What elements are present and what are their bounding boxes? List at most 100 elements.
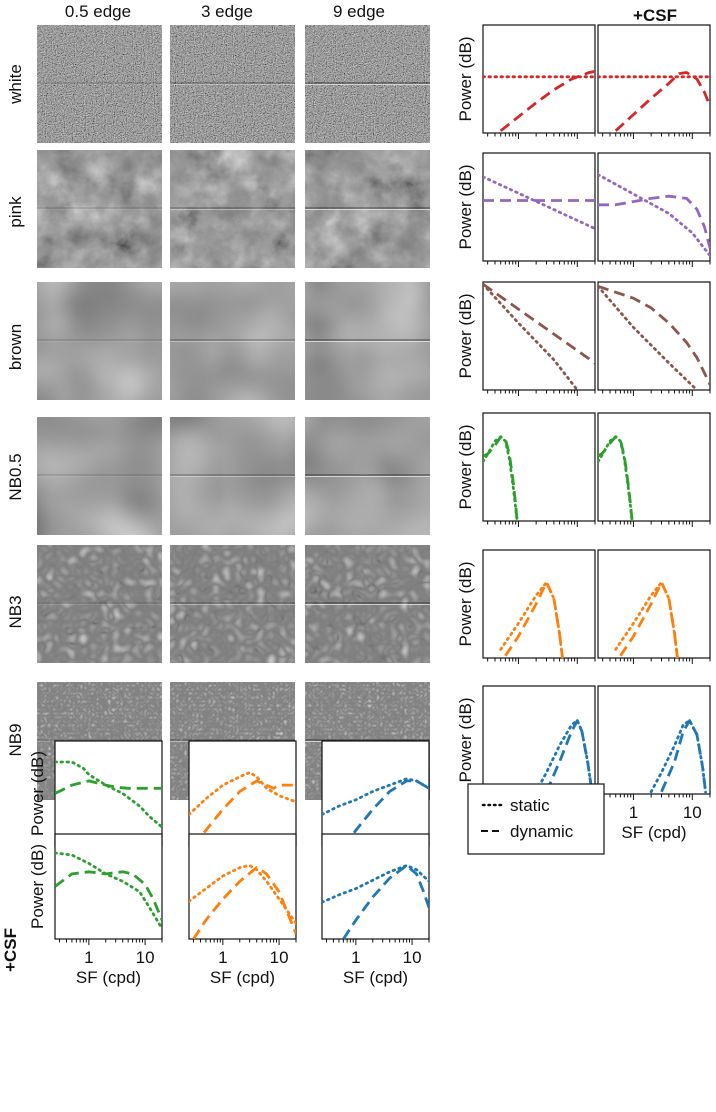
white-spectrum-csf-dynamic-line bbox=[614, 71, 710, 132]
nb9-spectrum-ylabel: Power (dB) bbox=[456, 697, 475, 782]
nb05-spectrum-ylabel: Power (dB) bbox=[456, 424, 475, 509]
nb9-spectrum-csf-xlabel: SF (cpd) bbox=[621, 823, 686, 842]
edge3-spectrum-csf-dynamic-line bbox=[192, 866, 296, 939]
stimulus-brown-edge05 bbox=[37, 282, 162, 400]
edge9-spectrum-csf-tick-label: 10 bbox=[403, 948, 422, 967]
brown-spectrum-csf-static-line bbox=[598, 284, 699, 390]
nb05-spectrum-frame bbox=[482, 412, 596, 522]
white-spectrum-ylabel: Power (dB) bbox=[456, 36, 475, 121]
row-label-nb3: NB3 bbox=[6, 595, 25, 628]
edge05-spectrum-ylabel: Power (dB) bbox=[28, 751, 47, 836]
pink-spectrum-static-line bbox=[483, 175, 595, 231]
edge05-spectrum-csf-tick-label: 10 bbox=[136, 948, 155, 967]
edge3-spectrum-csf-frame bbox=[188, 833, 297, 940]
edge3-spectrum bbox=[188, 740, 297, 852]
edge9-spectrum-static-line bbox=[322, 777, 429, 816]
nb3-spectrum-csf-dynamic-line bbox=[619, 581, 679, 658]
edge05-spectrum-dynamic-line bbox=[55, 779, 162, 795]
white-spectrum-csf-frame bbox=[597, 24, 711, 134]
legend-frame bbox=[467, 783, 605, 855]
stimulus-white-edge3 bbox=[170, 25, 295, 143]
brown-spectrum-dynamic-line bbox=[483, 283, 595, 365]
edge05-spectrum-csf-frame bbox=[54, 833, 163, 940]
row-label-nb9: NB9 bbox=[6, 723, 25, 756]
stimulus-nb3-edge3 bbox=[170, 545, 295, 663]
white-spectrum-frame bbox=[482, 24, 596, 134]
edge9-spectrum-frame bbox=[321, 740, 430, 847]
nb9-spectrum-csf-dynamic-line bbox=[660, 719, 708, 794]
stimulus-nb05-edge05 bbox=[37, 417, 162, 535]
nb3-spectrum-dynamic-line bbox=[504, 581, 564, 658]
brown-spectrum: Power (dB) bbox=[456, 281, 596, 396]
stimulus-brown-edge3 bbox=[170, 282, 295, 400]
edge3-spectrum-csf-static-line bbox=[189, 864, 296, 925]
white-spectrum-dynamic-line bbox=[499, 70, 595, 132]
pink-spectrum-csf bbox=[597, 152, 711, 267]
edge9-spectrum-csf-tick-label: 1 bbox=[351, 948, 360, 967]
legend: static dynamic bbox=[467, 783, 605, 855]
stimulus-white-edge05 bbox=[37, 25, 162, 143]
edge05-spectrum-csf-ylabel: Power (dB) bbox=[28, 844, 47, 929]
nb3-spectrum-csf bbox=[597, 549, 711, 664]
brown-spectrum-csf bbox=[597, 281, 711, 396]
csf-column-header: +CSF bbox=[633, 6, 677, 25]
edge9-spectrum-csf-static-line bbox=[322, 864, 429, 904]
pink-spectrum-csf-dynamic-line bbox=[598, 194, 710, 249]
row-label-brown: brown bbox=[6, 324, 25, 370]
edge05-spectrum-frame bbox=[54, 740, 163, 847]
pink-spectrum-csf-frame bbox=[597, 152, 711, 262]
nb05-spectrum: Power (dB) bbox=[456, 412, 596, 527]
stimulus-grid bbox=[37, 25, 430, 800]
nb3-spectrum-frame bbox=[482, 549, 596, 659]
pink-spectrum-csf-static-line bbox=[598, 173, 710, 258]
nb9-spectrum-dynamic-line bbox=[545, 719, 594, 794]
edge05-spectrum-csf-static-line bbox=[55, 851, 162, 930]
nb3-spectrum: Power (dB) bbox=[456, 549, 596, 664]
stimulus-nb3-edge9 bbox=[305, 545, 430, 663]
edge3-spectrum-static-line bbox=[189, 771, 296, 816]
stimulus-pink-edge3 bbox=[170, 150, 295, 268]
stimulus-brown-edge9 bbox=[305, 282, 430, 400]
brown-spectrum-csf-dynamic-line bbox=[598, 284, 710, 386]
row-label-pink: pink bbox=[6, 196, 25, 228]
nb3-spectrum-static-line bbox=[499, 581, 564, 658]
brown-spectrum-ylabel: Power (dB) bbox=[456, 293, 475, 378]
edge05-spectrum-csf-dynamic-line bbox=[55, 870, 162, 921]
nb9-spectrum-frame bbox=[482, 685, 596, 795]
edge3-spectrum-csf-xlabel: SF (cpd) bbox=[210, 968, 275, 987]
pink-spectrum: Power (dB) bbox=[456, 152, 596, 267]
column-header-3-edge: 3 edge bbox=[201, 2, 253, 21]
brown-spectrum-csf-frame bbox=[597, 281, 711, 391]
edge9-spectrum-csf-xlabel: SF (cpd) bbox=[343, 968, 408, 987]
edge3-spectrum-dynamic-line bbox=[192, 779, 296, 846]
stimulus-pink-edge05 bbox=[37, 150, 162, 268]
edge3-spectrum-csf-tick-label: 1 bbox=[218, 948, 227, 967]
edge9-spectrum-csf-dynamic-line bbox=[342, 864, 429, 939]
brown-spectrum-frame bbox=[482, 281, 596, 391]
white-spectrum-csf bbox=[597, 24, 711, 139]
legend-static-label: static bbox=[510, 796, 550, 815]
nb05-spectrum-csf-frame bbox=[597, 412, 711, 522]
edge05-spectrum-static-line bbox=[55, 760, 162, 829]
pink-spectrum-frame bbox=[482, 152, 596, 262]
stimulus-pink-edge9 bbox=[305, 150, 430, 268]
nb3-spectrum-csf-static-line bbox=[614, 581, 679, 658]
edge05-spectrum-csf-xlabel: SF (cpd) bbox=[76, 968, 141, 987]
stimulus-nb3-edge05 bbox=[37, 545, 162, 663]
edge9-spectrum bbox=[321, 740, 430, 852]
white-spectrum: Power (dB) bbox=[456, 24, 596, 139]
nb9-spectrum-csf-frame bbox=[597, 685, 711, 795]
column-header-9-edge: 9 edge bbox=[333, 2, 385, 21]
csf-row-label: +CSF bbox=[1, 928, 20, 972]
nb05-spectrum-dynamic-line bbox=[483, 435, 519, 521]
stimulus-nb05-edge9 bbox=[305, 417, 430, 535]
row-label-white: white bbox=[6, 64, 25, 105]
legend-dynamic-label: dynamic bbox=[510, 822, 574, 841]
column-header-05-edge: 0.5 edge bbox=[65, 2, 131, 21]
row-label-nb05: NB0.5 bbox=[6, 453, 25, 500]
nb05-spectrum-csf-dynamic-line bbox=[598, 435, 634, 521]
